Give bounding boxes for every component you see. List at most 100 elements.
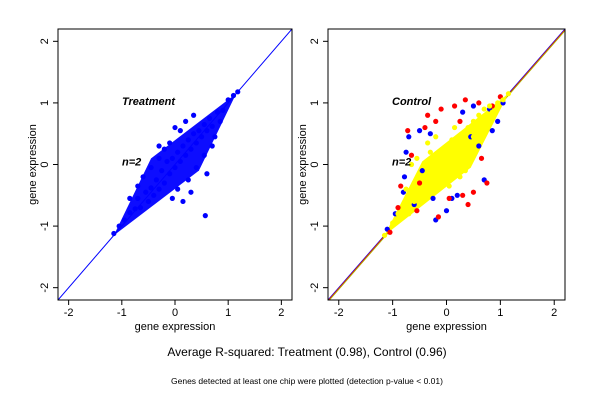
point-s3-45 — [451, 124, 458, 131]
point-s3-40 — [408, 161, 415, 168]
x-tick-label-2: 2 — [551, 307, 557, 319]
point-s1-49 — [201, 152, 207, 158]
x-tick-label-2: 2 — [278, 307, 284, 319]
point-s2-21 — [457, 118, 463, 124]
y-tick-label--2: -2 — [309, 283, 321, 293]
x-tick-label--1: -1 — [117, 307, 127, 319]
point-s1-37 — [235, 89, 241, 95]
point-s1-20 — [470, 103, 477, 109]
point-s1-7 — [143, 189, 149, 195]
point-s1-21 — [180, 143, 186, 149]
y-tick-label-0: 0 — [309, 161, 321, 167]
point-s1-10 — [151, 192, 157, 198]
point-s2-22 — [416, 180, 423, 186]
point-s1-34 — [220, 107, 226, 113]
point-s1-15 — [476, 143, 482, 149]
point-s1-30 — [204, 128, 210, 134]
panel-annotation: n=2 — [392, 157, 411, 169]
point-s1-56 — [209, 143, 215, 149]
x-tick-label--2: -2 — [64, 307, 74, 319]
point-s1-11 — [443, 208, 450, 214]
point-s2-1 — [395, 205, 401, 211]
point-s1-40 — [167, 140, 173, 146]
point-s1-4 — [403, 149, 409, 155]
point-s3-17 — [438, 174, 444, 180]
point-s1-55 — [135, 183, 141, 189]
point-s1-39 — [156, 155, 162, 161]
point-s3-20 — [449, 155, 455, 161]
point-s1-54 — [140, 174, 146, 180]
point-s3-35 — [489, 109, 495, 115]
point-s3-10 — [422, 161, 428, 168]
panel-treatment: -2 -1 0 1 2 -2 -1 0 1 2 gene expression gene expres… — [27, 28, 293, 333]
point-s3-34 — [486, 103, 493, 109]
point-s1-38 — [148, 164, 154, 171]
x-tick-label-0: 0 — [172, 307, 178, 319]
point-s3-1 — [390, 220, 396, 226]
point-s1-5 — [135, 195, 141, 201]
point-s1-43 — [172, 124, 178, 131]
point-s1-9 — [427, 131, 433, 137]
point-s2-10 — [446, 195, 452, 201]
point-s1-8 — [419, 168, 425, 174]
point-s1-13 — [159, 168, 165, 174]
point-s1-31 — [206, 115, 213, 121]
point-s1-19 — [175, 149, 181, 155]
y-tick-label--2: -2 — [39, 283, 51, 293]
point-s3-32 — [481, 106, 487, 112]
point-s1-0 — [111, 230, 117, 237]
point-s3-8 — [416, 174, 423, 180]
point-s3-44 — [433, 134, 439, 140]
point-s3-37 — [500, 97, 506, 103]
point-s3-14 — [433, 155, 439, 161]
point-s1-6 — [137, 205, 144, 211]
point-s2-7 — [425, 112, 431, 118]
point-s2-16 — [484, 180, 490, 186]
point-s1-57 — [212, 134, 218, 140]
point-s2-19 — [465, 201, 471, 208]
point-s2-15 — [476, 100, 482, 106]
point-s3-22 — [454, 143, 460, 149]
point-s3-5 — [406, 211, 412, 217]
point-s2-4 — [408, 152, 415, 158]
point-s2-0 — [387, 229, 393, 235]
point-s1-14 — [161, 180, 167, 186]
point-s1-52 — [204, 171, 210, 177]
panel-control: -2 -1 0 1 2 -2 -1 0 1 2 gene expression gene expres… — [297, 28, 566, 333]
point-s1-42 — [183, 118, 189, 124]
point-s1-18 — [495, 118, 501, 124]
point-s1-50 — [169, 195, 175, 201]
point-s3-43 — [462, 168, 468, 174]
point-s2-23 — [478, 155, 485, 161]
footer-summary: Average R-squared: Treatment (0.98), Con… — [167, 345, 446, 359]
footer-note: Genes detected at least one chip were pl… — [171, 376, 443, 386]
point-s1-41 — [177, 128, 183, 134]
point-s3-13 — [427, 149, 433, 155]
point-s1-15 — [164, 158, 170, 165]
point-s1-24 — [188, 146, 194, 152]
point-s1-28 — [198, 134, 205, 140]
point-s1-17 — [169, 155, 175, 161]
point-s3-25 — [460, 149, 466, 155]
point-s3-19 — [443, 143, 450, 149]
point-s1-11 — [153, 177, 159, 183]
point-s1-26 — [193, 140, 199, 146]
point-s3-42 — [457, 174, 463, 180]
point-s3-18 — [443, 161, 450, 168]
point-s2-12 — [460, 192, 466, 198]
point-s1-3 — [401, 174, 408, 180]
point-s3-29 — [470, 134, 477, 140]
point-s1-29 — [201, 121, 207, 128]
point-s1-53 — [202, 213, 208, 219]
y-tick-label-1: 1 — [39, 100, 51, 106]
point-s3-2 — [395, 211, 401, 217]
point-s1-25 — [191, 131, 197, 137]
y-axis-label: gene expression — [27, 124, 39, 205]
point-s1-12 — [156, 186, 162, 192]
point-s2-20 — [438, 106, 444, 112]
point-s1-60 — [217, 118, 223, 124]
point-s1-58 — [156, 143, 162, 149]
point-s3-11 — [422, 189, 428, 195]
